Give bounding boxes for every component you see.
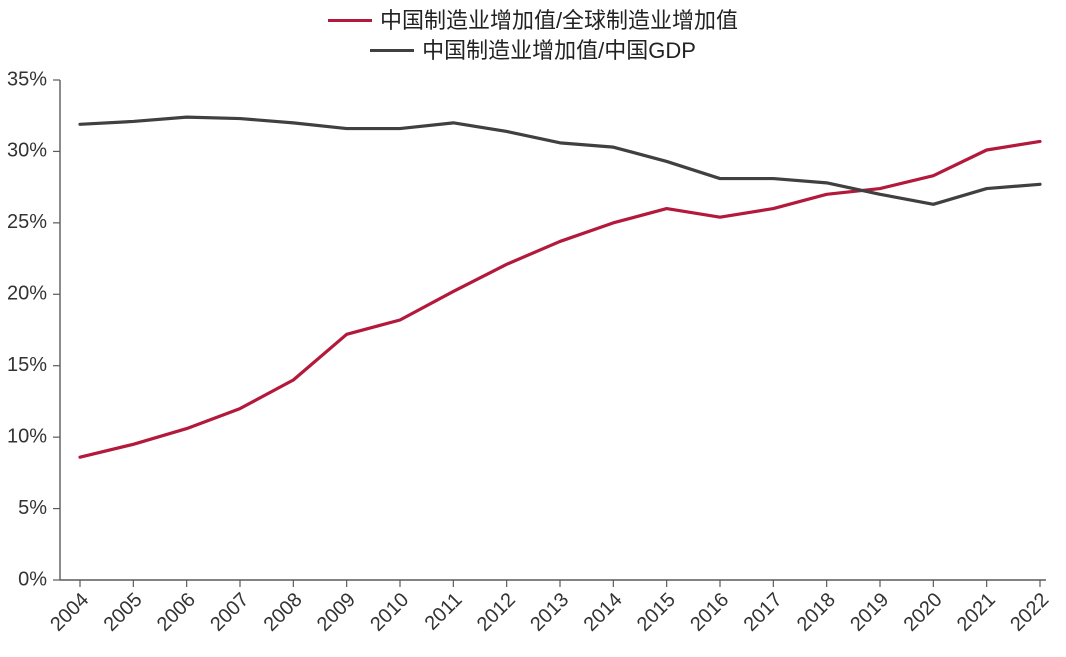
legend-item-global-share: 中国制造业增加值/全球制造业增加值 <box>328 6 738 36</box>
x-tick-label: 2016 <box>686 589 733 636</box>
x-tick-label: 2005 <box>100 589 147 636</box>
x-tick-label: 2004 <box>46 589 93 636</box>
x-tick-label: 2006 <box>153 589 200 636</box>
y-tick-label: 15% <box>7 354 47 376</box>
x-tick-label: 2020 <box>900 589 947 636</box>
x-tick-label: 2019 <box>846 589 893 636</box>
x-tick-label: 2013 <box>526 589 573 636</box>
legend-swatch-gdp-share <box>370 49 414 52</box>
legend-item-gdp-share: 中国制造业增加值/中国GDP <box>370 36 696 66</box>
x-tick-label: 2012 <box>473 589 520 636</box>
x-tick-label: 2011 <box>421 589 467 635</box>
x-tick-label: 2008 <box>260 589 307 636</box>
y-tick-label: 20% <box>7 283 47 305</box>
x-tick-label: 2014 <box>580 589 627 636</box>
series-line-global_share <box>80 141 1040 457</box>
legend-label-gdp-share: 中国制造业增加值/中国GDP <box>422 36 696 66</box>
legend-swatch-global-share <box>328 19 372 22</box>
series-line-gdp_share <box>80 117 1040 204</box>
y-tick-label: 10% <box>7 425 47 447</box>
chart-container: 中国制造业增加值/全球制造业增加值 中国制造业增加值/中国GDP 0%5%10%… <box>0 0 1066 657</box>
x-tick-label: 2009 <box>313 589 360 636</box>
x-tick-label: 2015 <box>633 589 680 636</box>
x-tick-label: 2007 <box>206 589 253 636</box>
x-tick-label: 2010 <box>366 589 413 636</box>
y-tick-label: 5% <box>18 497 47 519</box>
chart-svg: 0%5%10%15%20%25%30%35%200420052006200720… <box>0 0 1066 657</box>
y-tick-label: 25% <box>7 211 47 233</box>
y-tick-label: 35% <box>7 68 47 90</box>
legend-label-global-share: 中国制造业增加值/全球制造业增加值 <box>380 6 738 36</box>
legend: 中国制造业增加值/全球制造业增加值 中国制造业增加值/中国GDP <box>0 6 1066 65</box>
x-tick-label: 2021 <box>953 589 1000 636</box>
x-tick-label: 2022 <box>1006 589 1053 636</box>
y-tick-label: 0% <box>18 568 47 590</box>
x-tick-label: 2017 <box>740 589 787 636</box>
x-tick-label: 2018 <box>793 589 840 636</box>
y-tick-label: 30% <box>7 140 47 162</box>
